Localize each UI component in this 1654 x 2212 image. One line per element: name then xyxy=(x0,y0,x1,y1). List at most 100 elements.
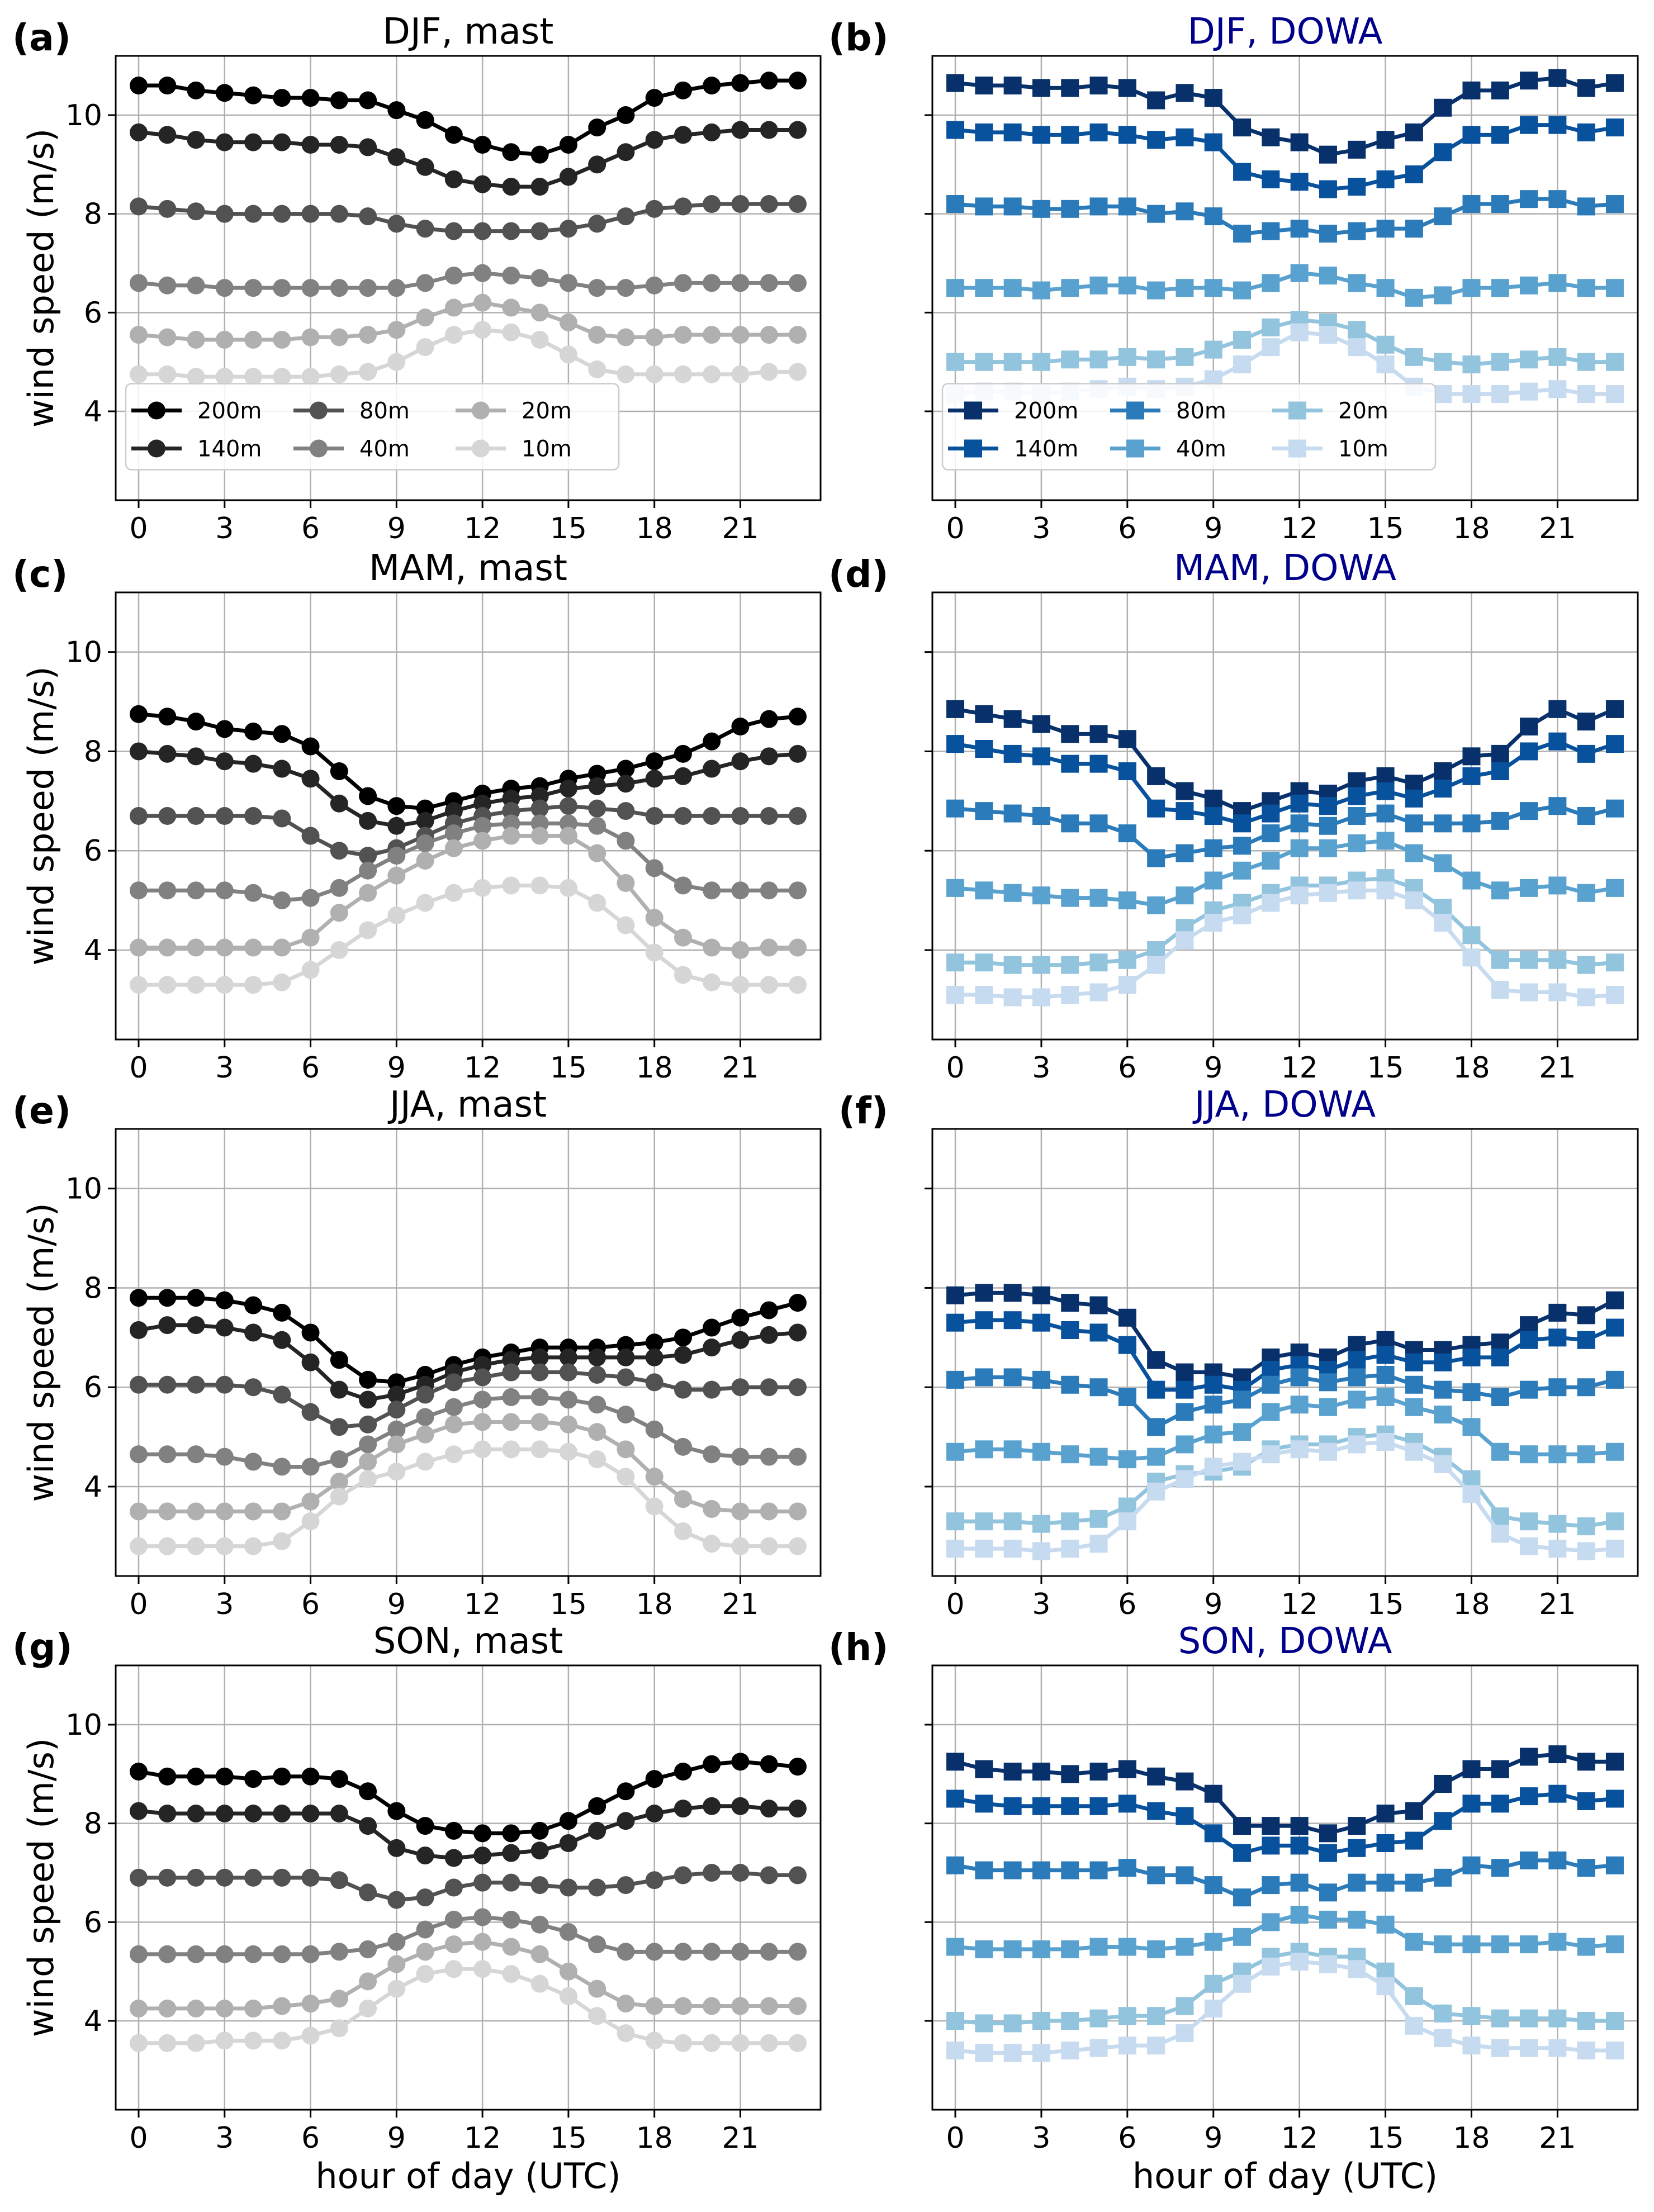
data-point-140m xyxy=(559,780,577,798)
data-point-40m xyxy=(674,274,692,292)
x-tick-label: 9 xyxy=(387,1051,406,1085)
data-point-80m xyxy=(1577,1378,1595,1397)
series-line-10m xyxy=(139,883,798,987)
data-point-20m xyxy=(1003,1512,1022,1531)
data-point-80m xyxy=(1233,837,1252,855)
data-point-140m xyxy=(1491,1348,1509,1366)
data-point-10m xyxy=(130,1537,148,1555)
data-point-200m xyxy=(760,72,778,90)
data-point-80m xyxy=(731,1378,750,1397)
data-point-20m xyxy=(301,1492,320,1511)
data-point-10m xyxy=(1061,2042,1079,2059)
data-point-40m xyxy=(502,814,520,833)
data-point-20m xyxy=(273,1502,291,1521)
data-point-10m xyxy=(1376,1977,1395,1996)
panel-f: 0 3 6 9 12 15 18 21 JJA, DOWA (f) xyxy=(838,1084,1639,1621)
data-point-20m xyxy=(215,330,234,349)
data-point-200m xyxy=(1577,1306,1595,1325)
data-point-80m xyxy=(1491,1859,1509,1877)
data-point-140m xyxy=(215,133,234,151)
data-point-10m xyxy=(1605,2042,1624,2059)
data-point-10m xyxy=(215,2031,234,2050)
data-point-40m xyxy=(1577,279,1595,297)
x-tick-label: 15 xyxy=(1367,2121,1404,2155)
data-point-200m xyxy=(1262,128,1280,146)
data-point-20m xyxy=(187,330,205,349)
data-point-40m xyxy=(1262,852,1280,870)
data-point-140m xyxy=(1405,789,1423,808)
data-point-140m xyxy=(645,1805,664,1822)
x-tick-label: 6 xyxy=(1118,2121,1136,2155)
data-point-200m xyxy=(788,708,807,726)
data-point-80m xyxy=(530,1363,549,1382)
data-point-40m xyxy=(1405,288,1423,307)
data-point-140m xyxy=(244,1323,263,1342)
series-line-200m xyxy=(955,76,1615,157)
data-point-200m xyxy=(1003,710,1022,728)
x-tick-label: 15 xyxy=(1367,512,1404,545)
data-point-200m xyxy=(645,1333,664,1352)
data-point-80m xyxy=(387,215,406,233)
x-tick-label: 3 xyxy=(1032,1588,1050,1621)
data-point-10m xyxy=(444,1960,463,1978)
data-point-10m xyxy=(617,365,635,383)
x-tick-label: 21 xyxy=(722,1588,759,1621)
data-point-140m xyxy=(674,767,692,785)
data-point-40m xyxy=(473,264,492,282)
data-point-140m xyxy=(1434,1353,1452,1371)
data-point-20m xyxy=(1147,350,1165,369)
data-point-10m xyxy=(645,943,664,962)
data-point-200m xyxy=(617,106,635,124)
data-point-200m xyxy=(387,1373,406,1392)
data-point-10m xyxy=(1405,1442,1423,1461)
data-point-200m xyxy=(301,1323,320,1342)
data-point-200m xyxy=(1605,1753,1624,1771)
data-point-20m xyxy=(788,1997,807,2015)
data-point-80m xyxy=(1520,1380,1538,1399)
data-point-40m xyxy=(359,1940,377,1958)
data-point-20m xyxy=(1434,353,1452,371)
data-point-20m xyxy=(645,909,664,927)
series-line-10m xyxy=(955,888,1615,999)
legend-marker-80m xyxy=(1126,401,1144,420)
data-point-80m xyxy=(788,1866,807,1885)
data-point-40m xyxy=(1089,1447,1108,1466)
data-point-20m xyxy=(1089,2009,1108,2028)
data-point-10m xyxy=(1462,2037,1481,2055)
data-point-80m xyxy=(1548,1378,1567,1397)
data-point-80m xyxy=(1089,197,1108,216)
data-point-40m xyxy=(1262,1913,1280,1931)
data-point-40m xyxy=(674,876,692,895)
data-point-200m xyxy=(946,74,965,92)
x-tick-label: 6 xyxy=(301,1051,320,1085)
data-point-80m xyxy=(1605,195,1624,213)
data-point-200m xyxy=(130,77,148,94)
data-point-40m xyxy=(760,1447,778,1466)
data-point-10m xyxy=(273,368,291,386)
data-point-140m xyxy=(559,1348,577,1366)
data-point-20m xyxy=(559,314,577,331)
x-tick-label: 21 xyxy=(1539,2121,1576,2155)
data-point-140m xyxy=(975,1311,993,1330)
data-point-200m xyxy=(1605,74,1624,92)
data-point-140m xyxy=(1405,1353,1423,1371)
data-point-10m xyxy=(703,2034,721,2052)
data-point-40m xyxy=(788,881,807,900)
data-point-200m xyxy=(416,799,434,818)
data-point-10m xyxy=(1147,956,1165,974)
data-point-200m xyxy=(330,762,348,780)
data-point-200m xyxy=(1089,1762,1108,1781)
data-point-20m xyxy=(760,1502,778,1521)
data-point-200m xyxy=(1290,1817,1309,1835)
data-point-140m xyxy=(617,775,635,793)
data-point-20m xyxy=(1003,956,1022,974)
data-point-200m xyxy=(158,1289,177,1307)
data-point-20m xyxy=(1176,1997,1194,2015)
data-point-80m xyxy=(359,1883,377,1902)
data-point-140m xyxy=(330,1805,348,1822)
data-point-80m xyxy=(1577,807,1595,825)
data-point-20m xyxy=(530,303,549,322)
data-point-40m xyxy=(645,859,664,877)
data-point-40m xyxy=(1118,276,1136,295)
data-point-80m xyxy=(1605,1856,1624,1874)
